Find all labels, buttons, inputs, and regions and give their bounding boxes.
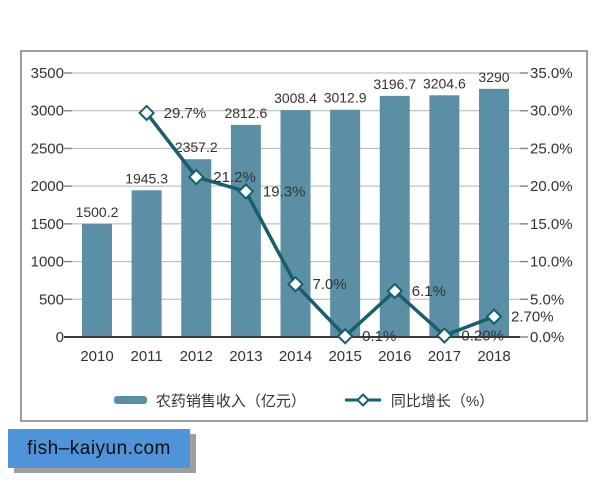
watermark-badge: fish–kaiyun.com (8, 429, 190, 468)
diamond-marker-icon (435, 327, 453, 344)
left-axis-tick-label: 0 (56, 329, 64, 346)
bar (280, 110, 311, 337)
diamond-marker-icon (187, 168, 205, 186)
x-axis-label: 2017 (428, 348, 461, 365)
x-axis-label: 2014 (279, 348, 312, 365)
diamond-marker-icon (336, 327, 354, 345)
bar (230, 124, 261, 337)
x-axis-label: 2010 (80, 348, 113, 365)
legend-item-growth: 同比增长（%） (344, 390, 494, 411)
growth-value-label: 7.0% (313, 276, 347, 293)
bar-value-label: 2357.2 (175, 139, 218, 155)
growth-value-label: 21.2% (213, 169, 256, 186)
right-axis-tick-label: 25.0% (530, 140, 573, 157)
bar (181, 159, 212, 337)
x-axis-label: 2015 (328, 348, 361, 365)
bar (429, 95, 460, 337)
left-axis-tick-label: 1000 (31, 254, 64, 271)
left-axis-tick-label: 1500 (31, 216, 64, 233)
left-axis-tick-label: 3000 (31, 103, 64, 120)
bar-value-label: 3196.7 (373, 76, 416, 92)
bar-value-label: 3008.4 (274, 90, 317, 106)
bar-value-label: 3012.9 (324, 90, 367, 106)
chart-panel: 3500 35.0% 3000 30.0% 2500 25.0% 2000 20.0% 1500… (20, 50, 588, 422)
bar-value-label: 1500.2 (76, 204, 119, 220)
x-axis-label: 2013 (229, 348, 262, 365)
left-axis-tick-label: 500 (39, 291, 64, 308)
growth-line (145, 111, 495, 338)
bar-value-label: 3290 (478, 69, 509, 85)
chart-legend: 农药销售收入（亿元） 同比增长（%） (22, 388, 586, 412)
growth-value-label: 2.70% (511, 309, 554, 326)
diamond-marker-icon (485, 308, 503, 326)
legend-item-sales: 农药销售收入（亿元） (113, 390, 306, 411)
x-axis-label: 2016 (378, 348, 411, 365)
growth-value-label: 29.7% (164, 105, 207, 122)
bar-value-label: 3204.6 (423, 75, 466, 91)
right-axis-tick-label: 0.0% (530, 329, 564, 346)
bar-swatch-icon (113, 396, 147, 404)
growth-value-label: 0.1% (362, 328, 396, 345)
legend-label-sales: 农药销售收入（亿元） (155, 392, 306, 410)
left-axis-tick-label: 2500 (31, 140, 64, 157)
diamond-marker-icon (287, 275, 304, 293)
line-diamond-swatch-icon (344, 393, 381, 407)
growth-value-label: 0.20% (461, 327, 504, 344)
watermark-text: fish–kaiyun.com (27, 437, 171, 459)
x-axis-label: 2018 (477, 348, 510, 365)
right-axis-tick-label: 5.0% (530, 291, 564, 308)
growth-value-label: 6.1% (412, 283, 446, 300)
x-axis-label: 2011 (130, 348, 162, 365)
right-axis-tick-label: 30.0% (530, 103, 573, 120)
diamond-marker-icon (237, 183, 255, 200)
x-axis-label: 2012 (180, 348, 213, 365)
legend-label-growth: 同比增长（%） (390, 392, 495, 410)
bar-value-label: 2812.6 (224, 105, 267, 121)
bar (82, 223, 112, 337)
bar (479, 88, 509, 337)
left-axis-tick-label: 3500 (31, 65, 64, 82)
bar (330, 109, 361, 337)
bar (131, 190, 162, 337)
right-axis-tick-label: 35.0% (530, 65, 573, 82)
right-axis-tick-label: 15.0% (530, 216, 573, 233)
growth-value-label: 19.3% (263, 183, 306, 200)
diamond-marker-icon (386, 282, 404, 300)
left-axis-tick-label: 2000 (31, 178, 64, 195)
bar-value-label: 1945.3 (125, 170, 168, 186)
pesticide-sales-growth-chart: 3500 35.0% 3000 30.0% 2500 25.0% 2000 20.0% 1500… (31, 65, 573, 365)
right-axis-tick-label: 10.0% (530, 254, 573, 271)
diamond-marker-icon (138, 104, 156, 122)
right-axis-tick-label: 20.0% (530, 178, 573, 195)
